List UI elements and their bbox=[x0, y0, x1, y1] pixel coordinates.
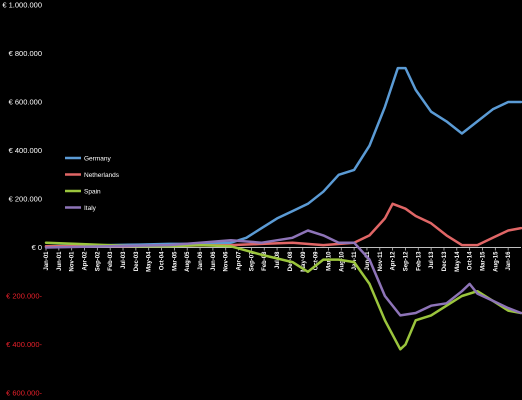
x-tick-label: Aug-05 bbox=[185, 251, 191, 272]
x-tick-label: Nov-01 bbox=[70, 251, 76, 272]
y-tick-label: € 400.000 bbox=[9, 146, 42, 155]
y-tick-label: € 400.000- bbox=[6, 340, 42, 349]
x-tick-label: Sep-07 bbox=[249, 251, 255, 271]
x-tick-label: Apr-12 bbox=[391, 251, 397, 271]
x-tick-label: Feb-08 bbox=[262, 251, 268, 271]
x-tick-label: Oct-04 bbox=[160, 251, 166, 270]
x-tick-label: Jun-01 bbox=[57, 251, 63, 271]
y-axis: € 1.000.000 € 800.000 € 600.000 € 400.000 € … bbox=[2, 1, 42, 398]
y-tick-label: € 600.000 bbox=[9, 98, 42, 107]
x-tick-label: Mar-05 bbox=[172, 251, 178, 271]
x-tick-label: Sep-02 bbox=[95, 251, 101, 271]
legend-label: Spain bbox=[84, 189, 101, 196]
series-line-italy bbox=[44, 229, 522, 317]
x-tick-label: Dec-13 bbox=[442, 251, 448, 271]
x-tick-label: Nov-06 bbox=[224, 251, 230, 272]
x-tick-label: Jan-06 bbox=[198, 251, 204, 271]
y-tick-label: € 800.000 bbox=[9, 49, 42, 58]
legend: Germany Netherlands Spain Italy bbox=[65, 156, 120, 212]
x-tick-label: Aug-15 bbox=[493, 251, 499, 272]
x-tick-label: Jan-11 bbox=[352, 251, 358, 270]
x-tick-label: Feb-03 bbox=[108, 251, 114, 271]
y-tick-label: € 600.000- bbox=[6, 389, 42, 398]
x-tick-label: Jan-16 bbox=[506, 251, 512, 271]
x-tick-label: Oct-14 bbox=[468, 251, 474, 270]
x-tick-label: Sep-12 bbox=[403, 251, 409, 271]
x-tick-label: Feb-13 bbox=[416, 251, 422, 271]
x-tick-label: Jan-01 bbox=[44, 251, 50, 271]
x-tick-label: May-14 bbox=[455, 251, 461, 272]
y-tick-label: € 200.000 bbox=[9, 195, 42, 204]
y-tick-label: € 1.000.000 bbox=[2, 1, 42, 10]
x-tick-label: May-04 bbox=[147, 251, 153, 272]
legend-label: Netherlands bbox=[84, 172, 120, 179]
series-layer bbox=[44, 66, 522, 351]
x-tick-label: Nov-11 bbox=[378, 251, 384, 271]
x-tick-label: Dec-03 bbox=[134, 251, 140, 271]
x-tick-label: Apr-07 bbox=[237, 251, 243, 271]
x-tick-label: Jun-11 bbox=[365, 251, 371, 271]
x-tick-label: Jun-06 bbox=[211, 251, 217, 271]
x-tick-label: Mar-15 bbox=[480, 251, 486, 271]
legend-label: Germany bbox=[84, 156, 111, 163]
y-tick-label: € 0 bbox=[32, 243, 42, 252]
x-tick-label: May-09 bbox=[301, 251, 307, 272]
y-tick-label: € 200.000- bbox=[6, 292, 42, 301]
x-tick-label: Oct-09 bbox=[314, 251, 320, 270]
x-tick-label: Apr-02 bbox=[83, 251, 89, 271]
legend-label: Italy bbox=[84, 205, 97, 212]
x-tick-label: Jul-03 bbox=[121, 251, 127, 269]
series-line-netherlands bbox=[44, 202, 522, 248]
x-tick-label: Jul-13 bbox=[429, 251, 435, 269]
